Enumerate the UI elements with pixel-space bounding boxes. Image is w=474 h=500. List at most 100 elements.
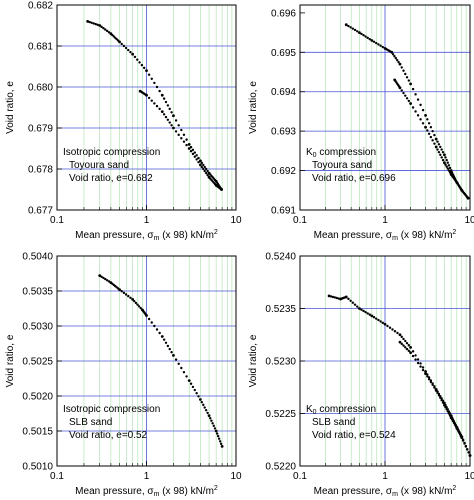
data-point xyxy=(444,163,447,166)
data-point xyxy=(426,375,429,378)
annotation-line: Void ratio, e=0.524 xyxy=(312,430,396,441)
data-point xyxy=(449,169,453,172)
data-point xyxy=(180,366,183,370)
data-point xyxy=(407,99,411,103)
y-axis-label: Void ratio, e xyxy=(248,81,259,134)
data-point xyxy=(434,389,438,392)
annotation-line: Toyoura sand xyxy=(69,160,129,171)
data-point xyxy=(405,341,409,345)
data-point xyxy=(127,294,130,298)
data-point xyxy=(419,362,422,365)
data-point xyxy=(86,20,90,23)
data-point xyxy=(202,403,205,407)
data-point xyxy=(424,372,427,375)
y-tick-label: 0.5225 xyxy=(265,409,296,420)
data-point xyxy=(427,378,431,381)
data-point xyxy=(198,398,202,401)
data-point xyxy=(189,382,193,385)
data-point xyxy=(127,48,130,52)
data-point xyxy=(461,439,465,442)
data-point xyxy=(402,91,405,95)
data-point xyxy=(193,151,196,154)
data-point xyxy=(195,158,198,161)
annotation-line: SLB sand xyxy=(69,417,112,428)
data-point xyxy=(170,111,173,114)
x-axis-label: Mean pressure, σm (x 98) kN/m2 xyxy=(75,229,218,242)
data-series-2 xyxy=(138,89,223,191)
data-point xyxy=(383,322,387,326)
data-point xyxy=(396,58,399,62)
data-point xyxy=(195,392,198,395)
annotation-line: SLB sand xyxy=(312,417,355,428)
y-tick-label: 0.5035 xyxy=(22,287,53,298)
data-point xyxy=(405,76,409,79)
y-tick-label: 0.677 xyxy=(28,206,53,217)
data-point xyxy=(145,314,148,317)
data-point xyxy=(118,288,121,291)
data-point xyxy=(329,295,333,298)
data-point xyxy=(210,419,213,422)
data-point xyxy=(122,291,126,295)
y-axis-label: Void ratio, e xyxy=(248,334,259,387)
y-tick-label: 0.5025 xyxy=(22,357,53,368)
data-point xyxy=(448,171,452,174)
data-point xyxy=(198,159,202,163)
data-point xyxy=(153,102,156,105)
data-point xyxy=(386,324,389,328)
y-tick-label: 0.678 xyxy=(28,165,53,176)
data-point xyxy=(124,293,128,296)
data-series-2 xyxy=(393,78,470,200)
data-point xyxy=(185,143,188,147)
data-point xyxy=(202,167,205,171)
data-point xyxy=(353,28,357,32)
data-point xyxy=(398,86,402,90)
data-point xyxy=(105,29,109,33)
data-point xyxy=(145,69,148,72)
data-point xyxy=(424,113,427,117)
data-point xyxy=(349,26,352,29)
data-point xyxy=(195,154,198,157)
data-point xyxy=(327,294,331,298)
data-point xyxy=(443,403,446,407)
data-point xyxy=(452,421,456,425)
data-point xyxy=(197,156,200,160)
data-point xyxy=(174,358,178,361)
data-point xyxy=(203,169,206,173)
data-point xyxy=(368,313,371,316)
data-point xyxy=(398,333,402,337)
y-tick-label: 0.691 xyxy=(271,206,296,217)
y-tick-label: 0.679 xyxy=(28,124,53,135)
data-point xyxy=(447,412,451,415)
data-point xyxy=(215,432,219,435)
data-point xyxy=(347,297,350,301)
data-point xyxy=(166,118,170,122)
data-point xyxy=(405,97,409,100)
data-point xyxy=(177,362,180,365)
data-point xyxy=(193,155,196,158)
data-point xyxy=(122,44,126,48)
y-tick-label: 0.5235 xyxy=(265,304,296,315)
data-point xyxy=(460,436,464,440)
plot-frame xyxy=(56,4,237,211)
data-point xyxy=(464,445,468,448)
x-tick-label: 1 xyxy=(144,471,150,482)
x-axis-label-part: Mean pressure, σ xyxy=(314,230,393,241)
data-point xyxy=(397,60,400,64)
data-point xyxy=(400,89,403,92)
data-point xyxy=(429,126,433,129)
data-point xyxy=(182,371,186,374)
data-point xyxy=(200,165,204,169)
annotation-line: Isotropic compression xyxy=(63,404,160,415)
data-point xyxy=(445,408,448,411)
x-tick-label: 1 xyxy=(382,471,388,482)
data-point xyxy=(120,290,123,293)
data-point xyxy=(450,418,454,421)
data-point xyxy=(426,129,429,132)
data-point xyxy=(177,124,180,127)
data-point xyxy=(220,188,223,191)
x-tick-label: 0.1 xyxy=(50,471,64,482)
x-tick-label: 0.1 xyxy=(50,215,64,226)
data-point xyxy=(446,161,449,164)
data-point xyxy=(436,391,439,395)
data-point xyxy=(440,148,443,151)
